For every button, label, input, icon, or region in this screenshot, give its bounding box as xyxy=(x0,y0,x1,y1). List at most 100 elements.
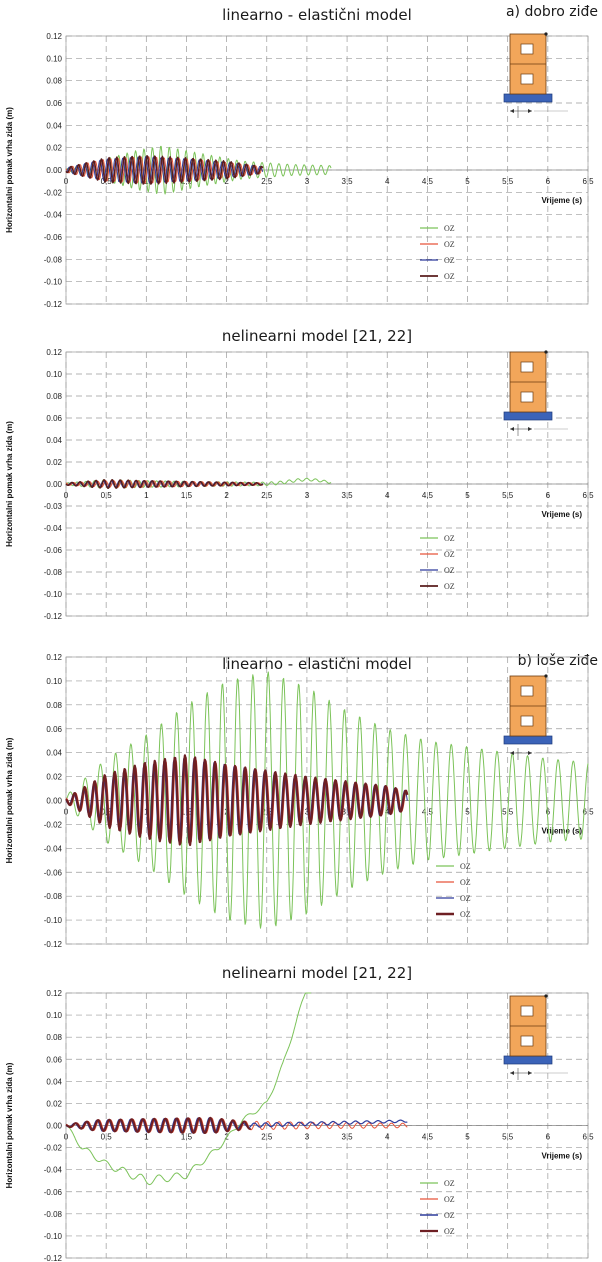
x-tick-label: 4,5 xyxy=(422,808,434,817)
y-tick-label: 0.08 xyxy=(46,77,62,86)
x-tick-label: 2 xyxy=(224,491,229,500)
y-tick-label: -0.04 xyxy=(44,844,63,853)
x-tick-label: 4 xyxy=(385,491,390,500)
y-tick-label: -0.12 xyxy=(44,300,63,309)
x-tick-label: 0,5 xyxy=(101,177,113,186)
x-axis-label: Vrijeme (s) xyxy=(542,1152,583,1161)
x-axis-label: Vrijeme (s) xyxy=(542,510,583,519)
legend-label: OZ xyxy=(460,862,471,871)
x-tick-label: 4 xyxy=(385,1133,390,1142)
legend-label: OZ xyxy=(444,582,455,591)
x-axis-label: Vrijeme (s) xyxy=(542,196,583,205)
legend-label: OZ xyxy=(444,1195,455,1204)
legend-label: OZ xyxy=(460,894,471,903)
legend-label: OZ xyxy=(444,240,455,249)
wall-sketch-icon xyxy=(503,32,568,118)
y-axis-label: Horizontalni pomak vrha zida (m) xyxy=(5,107,14,233)
chart-panel-2: nelinearni model [21, 22] 0.12 0.10 0.08 0.0… xyxy=(5,327,594,621)
y-tick-label: 0.08 xyxy=(46,392,62,401)
legend-label: OZ xyxy=(444,1227,455,1236)
x-tick-label: 6 xyxy=(546,1133,551,1142)
series-line-4 xyxy=(65,754,409,847)
x-tick-label: 0,5 xyxy=(101,1133,113,1142)
x-tick-label: 3,5 xyxy=(342,491,354,500)
x-tick-label: 2,5 xyxy=(261,177,273,186)
x-tick-label: 0,5 xyxy=(101,808,113,817)
x-tick-label: 1,5 xyxy=(181,177,193,186)
y-tick-label: -0.12 xyxy=(44,1254,63,1262)
x-tick-label: 3 xyxy=(305,808,310,817)
y-tick-label: 0.08 xyxy=(46,1033,62,1042)
x-tick-label: 4,5 xyxy=(422,1133,434,1142)
y-tick-label: 0.12 xyxy=(46,32,62,41)
x-tick-label: 2 xyxy=(224,177,229,186)
chart-title: nelinearni model [21, 22] xyxy=(222,964,412,982)
series-line-2 xyxy=(65,1117,408,1134)
y-tick-label: -0.08 xyxy=(44,568,63,577)
panel-label: a) dobro ziđe xyxy=(506,4,598,20)
y-tick-label: 0.04 xyxy=(46,121,62,130)
x-tick-label: 6 xyxy=(546,808,551,817)
y-tick-label: 0.00 xyxy=(46,1122,62,1131)
y-tick-label: -0.04 xyxy=(44,524,63,533)
chart-title: nelinearni model [21, 22] xyxy=(222,327,412,345)
legend-label: OZ xyxy=(460,910,471,919)
series-line-4 xyxy=(65,479,264,489)
y-tick-label: 0.00 xyxy=(46,797,62,806)
x-tick-label: 1,5 xyxy=(181,1133,193,1142)
y-tick-label: -0.10 xyxy=(44,590,63,599)
y-tick-label: 0.04 xyxy=(46,436,62,445)
wall-sketch-icon xyxy=(503,674,568,760)
y-tick-label: 0.06 xyxy=(46,414,62,423)
y-tick-label: -0.02 xyxy=(44,820,63,829)
x-tick-label: 1 xyxy=(144,1133,149,1142)
legend-label: OZ xyxy=(444,534,455,543)
x-tick-label: 5 xyxy=(465,177,470,186)
x-tick-label: 2,5 xyxy=(261,491,273,500)
x-tick-label: 3 xyxy=(305,177,310,186)
chart-panel-4: nelinearni model [21, 22] 0.12 0.10 0.08 0.0… xyxy=(5,964,594,1262)
legend-label: OZ xyxy=(444,256,455,265)
y-axis-label: Horizontalni pomak vrha zida (m) xyxy=(5,1062,14,1188)
x-tick-label: 1,5 xyxy=(181,491,193,500)
y-tick-label: 0.10 xyxy=(46,1011,62,1020)
x-tick-label: 5,5 xyxy=(502,491,514,500)
y-tick-label: 0.06 xyxy=(46,99,62,108)
y-tick-label: 0.02 xyxy=(46,773,62,782)
y-axis-label: Horizontalni pomak vrha zida (m) xyxy=(5,737,14,863)
x-axis-label: Vrijeme (s) xyxy=(542,827,583,836)
legend-label: OZ xyxy=(444,272,455,281)
series-line-4 xyxy=(65,1116,252,1134)
y-tick-label: 0.02 xyxy=(46,1099,62,1108)
wall-sketch-icon xyxy=(503,350,568,436)
legend-label: OZ xyxy=(444,566,455,575)
wall-sketch-icon xyxy=(503,994,568,1080)
x-tick-label: 1 xyxy=(144,491,149,500)
chart-title: linearno - elastični model xyxy=(222,6,412,24)
chart-panel-1: linearno - elastični model a) dobro ziđe 0… xyxy=(5,4,598,309)
y-tick-label: 0.10 xyxy=(46,370,62,379)
x-tick-label: 6 xyxy=(546,177,551,186)
x-tick-label: 5 xyxy=(465,1133,470,1142)
legend-label: OZ xyxy=(444,550,455,559)
y-tick-label: -0.08 xyxy=(44,892,63,901)
y-tick-label: -0.10 xyxy=(44,278,63,287)
legend-label: OZ xyxy=(444,224,455,233)
y-tick-label: -0.10 xyxy=(44,916,63,925)
x-tick-label: 5 xyxy=(465,808,470,817)
y-tick-label: 0.10 xyxy=(46,677,62,686)
y-tick-label: -0.10 xyxy=(44,1232,63,1241)
x-tick-label: 3,5 xyxy=(342,177,354,186)
chart-title: linearno - elastični model xyxy=(222,655,412,673)
panel-label: b) loše ziđe xyxy=(518,653,598,669)
x-tick-label: 3 xyxy=(305,491,310,500)
y-tick-label: 0.00 xyxy=(46,480,62,489)
legend-label: OZ xyxy=(460,878,471,887)
y-tick-label: 0.00 xyxy=(46,166,62,175)
x-tick-label: 3 xyxy=(305,1133,310,1142)
x-tick-label: 4 xyxy=(385,808,390,817)
y-tick-label: 0.04 xyxy=(46,749,62,758)
y-tick-label: -0.06 xyxy=(44,546,63,555)
x-tick-label: 3,5 xyxy=(342,1133,354,1142)
y-tick-label: 0.12 xyxy=(46,348,62,357)
